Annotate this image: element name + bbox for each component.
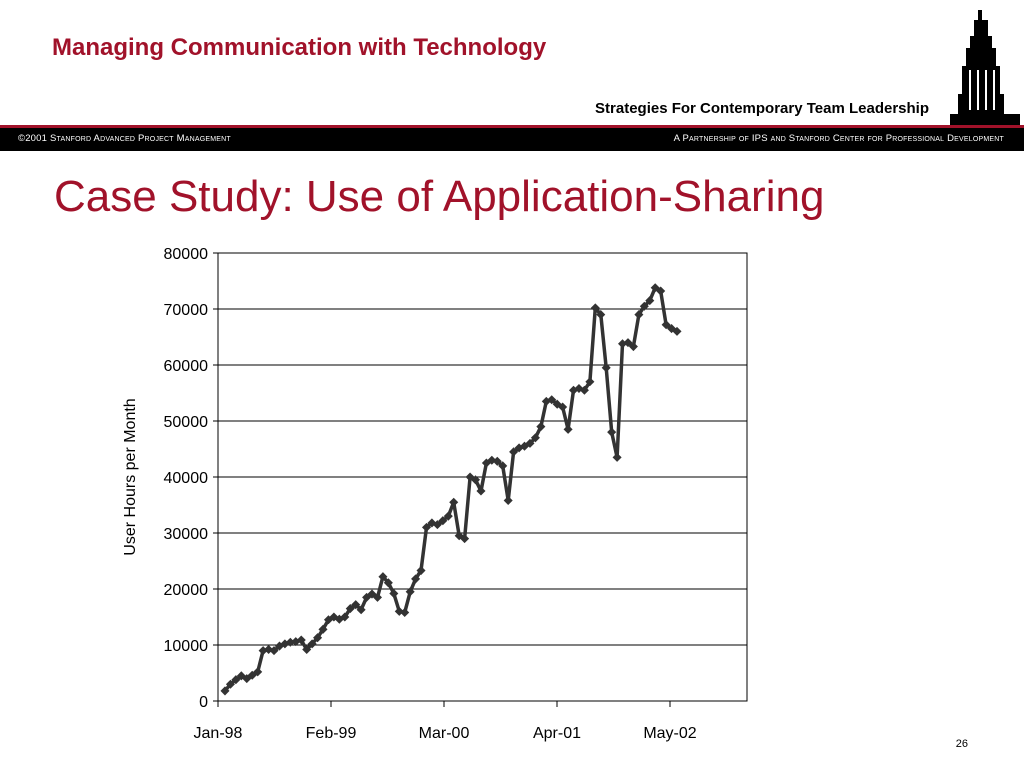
- tower-logo-icon: [950, 10, 1020, 125]
- y-tick-label: 20000: [164, 582, 209, 599]
- data-point: [601, 363, 611, 373]
- y-axis-label: User Hours per Month: [122, 398, 139, 555]
- data-point: [449, 497, 459, 507]
- y-tick-label: 80000: [164, 246, 209, 263]
- data-point: [476, 486, 486, 496]
- data-point: [509, 447, 519, 457]
- accent-line: [0, 125, 1024, 128]
- data-point: [416, 566, 426, 576]
- page-number: 26: [955, 738, 968, 750]
- data-point: [672, 326, 682, 336]
- y-tick-label: 50000: [164, 414, 209, 431]
- x-tick-label: May-02: [643, 725, 696, 742]
- data-point: [623, 338, 633, 348]
- y-tick-label: 10000: [164, 638, 209, 655]
- y-tick-label: 40000: [164, 470, 209, 487]
- data-point: [356, 605, 366, 615]
- header-subtitle: Strategies For Contemporary Team Leaders…: [595, 100, 929, 117]
- data-point: [225, 679, 235, 689]
- data-point: [645, 296, 655, 306]
- data-point: [253, 667, 263, 677]
- data-point: [639, 301, 649, 311]
- y-tick-label: 70000: [164, 302, 209, 319]
- data-point: [318, 624, 328, 634]
- x-tick-label: Jan-98: [194, 725, 243, 742]
- data-point: [498, 461, 508, 471]
- y-tick-label: 0: [199, 694, 208, 711]
- data-point: [530, 433, 540, 443]
- data-point: [313, 633, 323, 643]
- data-point: [634, 310, 644, 320]
- x-tick-label: Apr-01: [533, 725, 581, 742]
- header-title: Managing Communication with Technology: [52, 34, 547, 61]
- data-point: [372, 592, 383, 602]
- x-tick-label: Feb-99: [306, 725, 357, 742]
- data-point: [405, 587, 415, 597]
- data-point: [383, 578, 393, 588]
- data-point: [307, 639, 317, 649]
- data-point: [596, 310, 606, 320]
- data-point: [345, 604, 355, 614]
- copyright-text: ©2001 Stanford Advanced Project Manageme…: [18, 133, 231, 144]
- partnership-text: A Partnership of IPS and Stanford Center…: [673, 133, 1004, 144]
- slide-title: Case Study: Use of Application-Sharing: [54, 172, 825, 221]
- y-tick-label: 60000: [164, 358, 209, 375]
- y-tick-label: 30000: [164, 526, 209, 543]
- data-point: [590, 303, 600, 313]
- data-point: [503, 495, 513, 506]
- footer-bar: ©2001 Stanford Advanced Project Manageme…: [0, 128, 1024, 151]
- data-point: [547, 395, 557, 405]
- data-point: [563, 424, 573, 434]
- data-point: [302, 644, 312, 655]
- x-tick-label: Mar-00: [419, 725, 470, 742]
